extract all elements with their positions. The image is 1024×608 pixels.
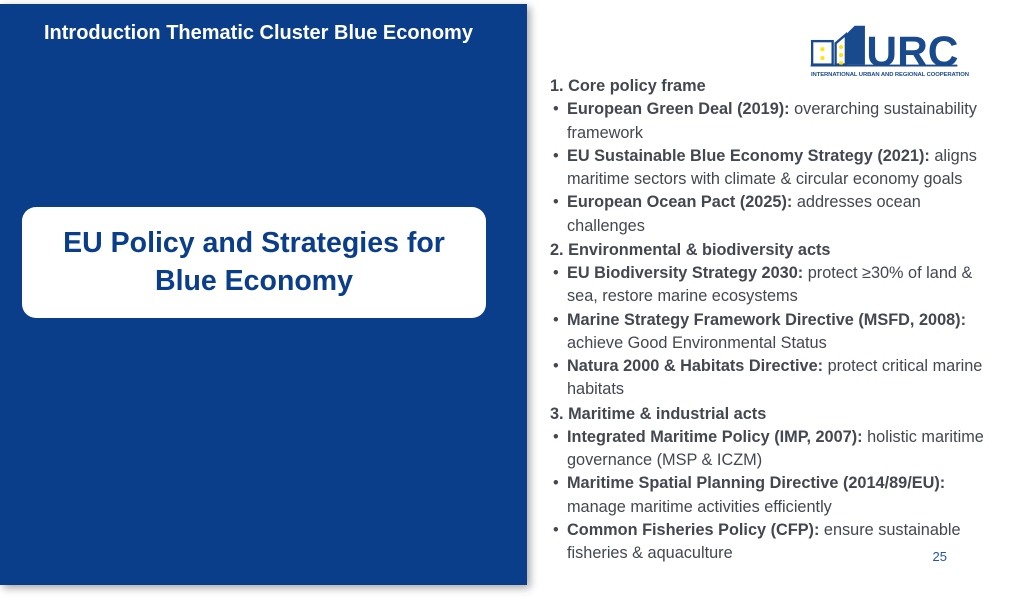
svg-text:URC: URC [866, 28, 958, 76]
